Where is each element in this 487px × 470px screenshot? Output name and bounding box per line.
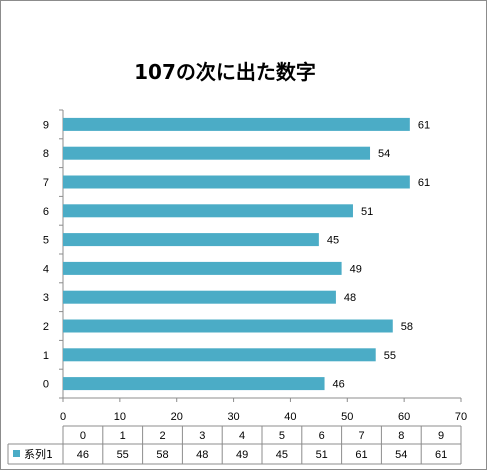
table-value-cell: 48	[196, 449, 208, 461]
data-label: 49	[350, 263, 362, 275]
data-label: 61	[418, 177, 430, 189]
data-label: 54	[378, 148, 390, 160]
table-header-cell: 8	[398, 430, 404, 442]
table-value-cell: 61	[435, 449, 447, 461]
table-header-cell: 6	[319, 430, 325, 442]
x-tick-label: 40	[284, 411, 296, 423]
table-header-cell: 0	[80, 430, 86, 442]
x-tick-label: 60	[398, 411, 410, 423]
y-tick-label: 1	[43, 350, 49, 362]
chart-title: 107の次に出た数字	[134, 60, 316, 84]
table-value-cell: 49	[236, 449, 248, 461]
y-tick-label: 6	[43, 206, 49, 218]
bar	[63, 377, 325, 391]
table-header-cell: 4	[239, 430, 245, 442]
x-tick-label: 70	[455, 411, 467, 423]
table-header-cell: 9	[438, 430, 444, 442]
table-value-cell: 54	[395, 449, 407, 461]
legend-series-label: 系列1	[24, 447, 53, 461]
data-label: 46	[333, 379, 345, 391]
table-header-cell: 3	[199, 430, 205, 442]
table-header-cell: 2	[159, 430, 165, 442]
table-value-cell: 55	[117, 449, 129, 461]
bar	[63, 204, 353, 218]
y-tick-label: 3	[43, 292, 49, 304]
bar	[63, 175, 410, 189]
y-tick-label: 5	[43, 235, 49, 247]
x-tick-label: 0	[60, 411, 66, 423]
table-value-cell: 58	[156, 449, 168, 461]
bar	[63, 117, 410, 131]
bar	[63, 146, 371, 160]
table-header-cell: 7	[358, 430, 364, 442]
table-value-cell: 46	[77, 449, 89, 461]
bar	[63, 319, 393, 333]
bar	[63, 261, 342, 275]
y-tick-label: 7	[43, 177, 49, 189]
x-tick-label: 10	[114, 411, 126, 423]
data-label: 58	[401, 321, 413, 333]
data-label: 51	[361, 206, 373, 218]
bar	[63, 290, 336, 304]
y-tick-label: 0	[43, 379, 49, 391]
table-value-cell: 51	[316, 449, 328, 461]
y-tick-label: 2	[43, 321, 49, 333]
table-value-cell: 45	[276, 449, 288, 461]
bar	[63, 233, 319, 247]
table-value-cell: 61	[355, 449, 367, 461]
x-tick-label: 20	[171, 411, 183, 423]
y-tick-label: 9	[43, 119, 49, 131]
y-tick-label: 4	[43, 263, 49, 275]
data-label: 61	[418, 119, 430, 131]
table-header-cell: 1	[120, 430, 126, 442]
data-label: 55	[384, 350, 396, 362]
table-header-cell: 5	[279, 430, 285, 442]
bar	[63, 348, 376, 362]
data-label: 45	[327, 235, 339, 247]
y-tick-label: 8	[43, 148, 49, 160]
legend-key	[13, 450, 20, 457]
x-tick-label: 50	[341, 411, 353, 423]
data-label: 48	[344, 292, 356, 304]
x-tick-label: 30	[227, 411, 239, 423]
